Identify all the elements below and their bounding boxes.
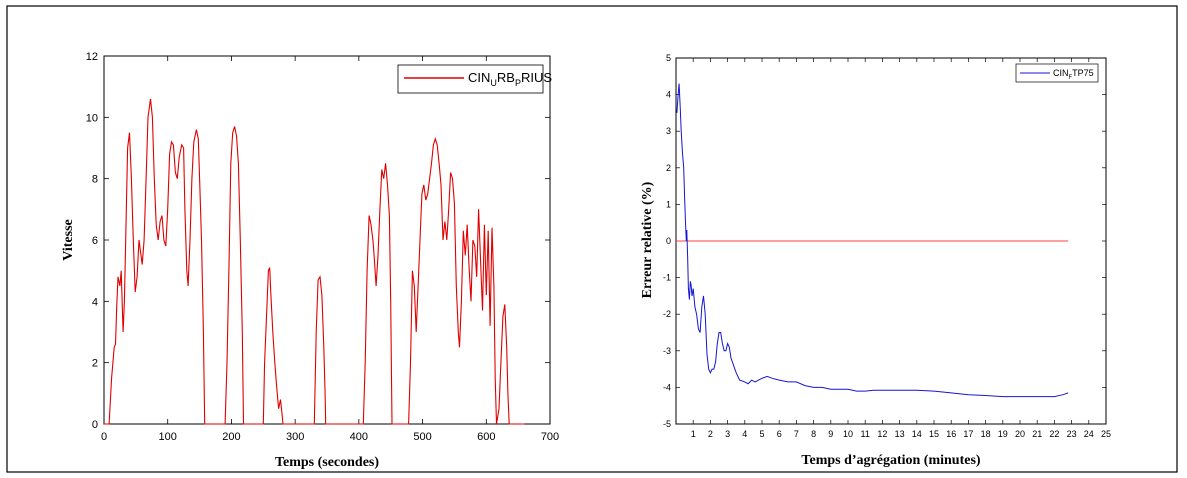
error-x-tick-label: 22 [1049,429,1059,439]
error-x-tick-label: 24 [1084,429,1094,439]
speed-y-tick-label: 8 [92,174,98,186]
speed-y-tick-label: 10 [86,112,98,124]
speed-legend-mid: RB [497,70,515,85]
speed-y-tick-label: 0 [92,419,98,431]
error-y-tick-label: -3 [663,346,671,356]
error-x-tick-label: 6 [777,429,782,439]
speed-y-axis-label: Vitesse [61,219,76,260]
figure-border [6,5,1178,473]
error-x-tick-label: 15 [929,429,939,439]
speed-x-tick-label: 300 [286,431,304,443]
speed-chart: 0 100 200 300 400 500 600 700 0 2 4 6 8 10 12 CINURBPR… [61,51,559,470]
speed-legend: CINURBPRIUS [397,64,552,94]
error-x-tick-label: 25 [1101,429,1111,439]
speed-legend-main: CIN [468,70,490,85]
speed-y-tick-label: 12 [86,51,98,63]
speed-plot-area [103,55,551,425]
error-x-tick-label: 1 [691,429,696,439]
speed-legend-sub2: P [515,78,521,88]
speed-series [104,98,525,425]
error-x-tick-label: 13 [895,429,905,439]
speed-legend-tail: RIUS [521,70,552,85]
error-y-tick-label: 2 [666,163,671,173]
error-chart: 1 2 3 4 5 6 7 8 9 10 11 12 13 14 15 16 17 18 19 20 21 22 23 24 2… [640,53,1111,468]
error-x-tick-label: 11 [861,429,870,439]
error-x-tick-label: 7 [794,429,799,439]
error-x-tick-label: 10 [843,429,853,439]
speed-ticks: 0 100 200 300 400 500 600 700 0 2 4 6 8 10 12 [86,51,559,443]
speed-x-tick-label: 100 [159,431,177,443]
error-legend: CINFTP75 [1015,63,1099,83]
error-y-tick-label: -5 [663,419,671,429]
error-x-tick-label: 8 [811,429,816,439]
error-x-tick-label: 5 [759,429,764,439]
speed-legend-box [397,64,544,94]
error-y-tick-label: 3 [666,126,671,136]
error-x-tick-label: 19 [998,429,1008,439]
error-y-tick-label: 0 [666,236,671,246]
speed-x-tick-label: 500 [413,431,431,443]
error-series [676,83,1069,398]
error-x-axis-label: Temps d’agrégation (minutes) [801,453,980,468]
error-x-tick-label: 21 [1032,429,1042,439]
speed-x-tick-label: 400 [350,431,368,443]
error-x-tick-label: 23 [1067,429,1077,439]
error-y-tick-label: 5 [666,53,671,63]
speed-x-tick-label: 0 [101,431,107,443]
error-x-tick-label: 16 [946,429,956,439]
error-x-tick-label: 20 [1015,429,1025,439]
error-x-tick-label: 12 [877,429,887,439]
error-y-tick-label: -4 [663,382,671,392]
error-x-tick-label: 2 [708,429,713,439]
error-legend-sub1: F [1069,75,1073,81]
error-legend-tail: TP75 [1072,68,1094,78]
speed-legend-label: CINURBPRIUS [468,70,552,88]
error-y-tick-label: 1 [666,199,671,209]
speed-x-axis-label: Temps (secondes) [275,455,379,470]
speed-y-tick-label: 6 [92,235,98,247]
speed-legend-sub1: U [490,78,497,88]
error-y-axis-label: Erreur relative (%) [640,181,655,298]
speed-x-tick-label: 600 [477,431,495,443]
error-ticks: 1 2 3 4 5 6 7 8 9 10 11 12 13 14 15 16 17 18 19 20 21 22 23 24 2… [663,53,1111,439]
error-legend-label: CINFTP75 [1053,68,1094,81]
error-x-tick-label: 3 [725,429,730,439]
speed-y-tick-label: 2 [92,358,98,370]
speed-x-tick-label: 700 [541,431,559,443]
speed-series-line [104,98,525,425]
error-series-line [676,83,1069,398]
speed-x-tick-label: 200 [222,431,240,443]
error-y-tick-label: 4 [666,90,671,100]
error-x-tick-label: 4 [742,429,747,439]
error-legend-main: CIN [1053,68,1069,78]
error-legend-box [1015,63,1099,83]
error-y-tick-label: -1 [663,273,671,283]
error-x-tick-label: 9 [828,429,833,439]
error-y-tick-label: -2 [663,309,671,319]
speed-y-tick-label: 4 [92,296,98,308]
error-x-tick-label: 18 [981,429,991,439]
error-x-tick-label: 14 [912,429,922,439]
error-x-tick-label: 17 [963,429,973,439]
